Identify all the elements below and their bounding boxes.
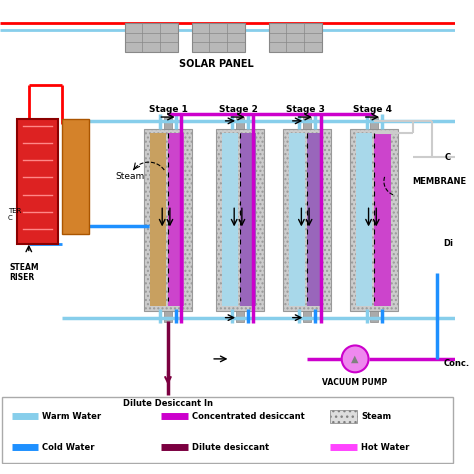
Text: C: C	[445, 153, 450, 162]
Text: ▲: ▲	[351, 354, 359, 364]
Bar	[168, 133, 184, 306]
Bar	[150, 133, 166, 306]
Text: SOLAR PANEL: SOLAR PANEL	[179, 59, 253, 69]
Bar	[371, 117, 378, 128]
Text: Dilute desiccant: Dilute desiccant	[192, 443, 269, 452]
Bar	[236, 117, 244, 128]
Bar	[371, 311, 378, 322]
Bar	[283, 128, 331, 311]
Bar	[125, 23, 178, 52]
Bar	[63, 119, 89, 234]
Text: Stage 2: Stage 2	[219, 105, 257, 114]
Bar	[192, 23, 245, 52]
Bar	[240, 133, 256, 306]
Bar	[289, 133, 305, 306]
Text: Di: Di	[443, 239, 454, 248]
Bar	[144, 128, 192, 311]
Bar	[164, 311, 172, 322]
Bar	[222, 133, 238, 306]
Bar	[164, 117, 172, 128]
Text: Warm Water: Warm Water	[42, 412, 101, 421]
Text: Hot Water: Hot Water	[361, 443, 409, 452]
Text: VACUUM PUMP: VACUUM PUMP	[322, 378, 388, 387]
Bar	[330, 410, 357, 423]
Bar	[356, 133, 373, 306]
Text: TER
C: TER C	[8, 209, 21, 221]
Text: Stage 3: Stage 3	[286, 105, 325, 114]
Text: Steam: Steam	[115, 172, 144, 181]
Text: Steam: Steam	[361, 412, 391, 421]
Text: Dilute Desiccant In: Dilute Desiccant In	[123, 399, 213, 408]
Text: Cold Water: Cold Water	[42, 443, 95, 452]
Bar	[2, 397, 453, 463]
Bar	[269, 23, 321, 52]
Bar	[236, 311, 244, 322]
Text: Conc.: Conc.	[443, 359, 470, 368]
Text: Concentrated desiccant: Concentrated desiccant	[192, 412, 305, 421]
Text: Stage 4: Stage 4	[353, 105, 392, 114]
Circle shape	[342, 346, 369, 373]
Bar	[17, 119, 57, 244]
Text: MEMBRANE: MEMBRANE	[413, 177, 467, 186]
Bar	[303, 311, 311, 322]
Bar	[216, 128, 264, 311]
Bar	[350, 128, 398, 311]
Bar	[307, 133, 323, 306]
Text: Stage 1: Stage 1	[148, 105, 187, 114]
Bar	[374, 133, 391, 306]
Bar	[303, 117, 311, 128]
Text: STEAM
RISER: STEAM RISER	[9, 263, 39, 283]
